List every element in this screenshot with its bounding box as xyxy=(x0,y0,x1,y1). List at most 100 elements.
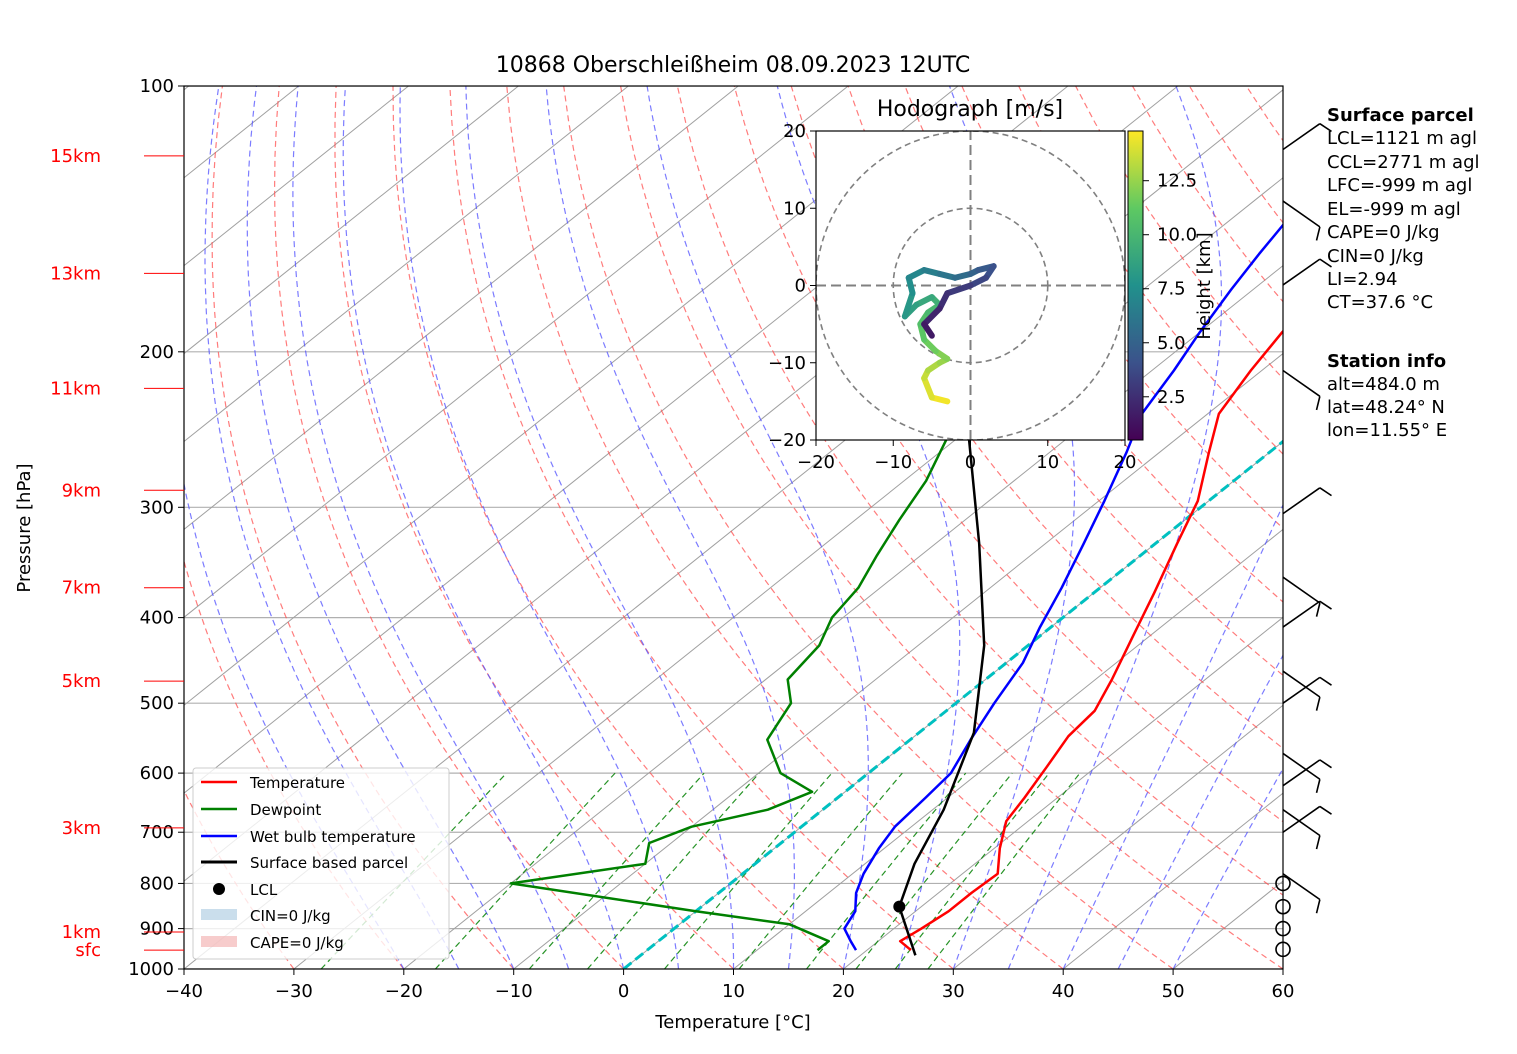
dry-adiabat xyxy=(273,86,625,969)
wind-barbs xyxy=(1275,122,1332,958)
calm-wind-circle xyxy=(1275,898,1291,915)
hodograph-ticks: −20−20 −10 −10 0 0 10 10 20 20 xyxy=(768,121,1136,473)
mixing-ratio-line xyxy=(806,772,967,969)
legend-entry: CAPE=0 J/kg xyxy=(250,934,344,952)
wind-barb-staff xyxy=(1282,873,1321,901)
height-tick-label: 15km xyxy=(50,146,101,167)
wind-barb-flag xyxy=(1315,899,1321,914)
x-axis-ticks: −40 −30 −20 −10 0 10 20 30 40 50 60 xyxy=(165,969,1294,1002)
moist-adiabat xyxy=(246,86,515,969)
wind-barb-staff xyxy=(1282,759,1321,787)
wind-barb-staff xyxy=(1282,487,1321,515)
surface-parcel-line: CIN=0 J/kg xyxy=(1327,246,1424,267)
legend-entry: Dewpoint xyxy=(250,801,321,819)
colorbar-tick-label: 2.5 xyxy=(1157,387,1186,408)
y-axis-ticks: 100 200 300 400 500 600 700 800 900 1000 xyxy=(128,76,184,980)
hodograph-y-tick-label: 20 xyxy=(783,121,806,142)
legend-entry: CIN=0 J/kg xyxy=(250,907,331,925)
wind-barb-staff xyxy=(1282,600,1321,628)
y-tick-label: 200 xyxy=(140,342,174,363)
x-tick-label: −20 xyxy=(385,981,423,1002)
colorbar-ticks: 2.5 5.0 7.5 10.0 12.5 xyxy=(1143,171,1197,408)
mixing-ratio-line xyxy=(320,772,508,969)
y-tick-label: 700 xyxy=(140,822,174,843)
calm-wind-circle xyxy=(1275,941,1291,958)
wind-barb-staff xyxy=(1282,676,1321,704)
dry-adiabat xyxy=(449,86,954,969)
hodograph: Hodograph [m/s] −20−20 −10 −10 0 0 10 10 20 20 2… xyxy=(768,97,1215,473)
wind-barb-flag xyxy=(1319,759,1332,769)
x-tick-label: 30 xyxy=(942,981,965,1002)
wind-barb-flag xyxy=(1315,696,1321,711)
wind-barb-flag xyxy=(1315,602,1321,617)
wind-barb-flag xyxy=(1319,805,1332,815)
legend: Temperature Dewpoint Wet bulb temperatur… xyxy=(192,767,450,960)
x-tick-label: 0 xyxy=(618,981,629,1002)
hodograph-trace-segment xyxy=(921,321,935,339)
y-tick-label: 1000 xyxy=(128,959,174,980)
dry-adiabat xyxy=(961,86,1283,530)
mixing-ratio-line xyxy=(738,772,903,969)
wind-barb-flag xyxy=(1319,258,1332,268)
wind-barb-staff xyxy=(1282,809,1321,837)
wind-barb-flag xyxy=(1319,122,1332,133)
wind-barb-flag xyxy=(1315,835,1321,850)
wind-barb-staff xyxy=(1282,123,1321,151)
hodograph-trace-segment xyxy=(901,290,916,320)
isotherm-line xyxy=(293,177,1283,969)
wind-barb-staff xyxy=(1282,752,1321,780)
height-tick-label: 5km xyxy=(62,671,101,692)
moist-adiabat xyxy=(1062,503,1283,969)
wind-barb-flag xyxy=(1315,396,1321,411)
legend-entry: Surface based parcel xyxy=(250,854,408,872)
height-tick-label: 11km xyxy=(50,378,101,399)
isotherm-line xyxy=(184,86,409,267)
station-info-panel: Station info alt=484.0 m lat=48.24° N lo… xyxy=(1327,351,1447,441)
surface-parcel-line: CAPE=0 J/kg xyxy=(1327,222,1440,243)
isotherm-line xyxy=(1062,792,1283,969)
series-wet-bulb-temperatureline xyxy=(843,223,1283,951)
isotherm-line xyxy=(843,616,1283,969)
hodograph-y-tick-label: 10 xyxy=(783,198,806,219)
dry-adiabat xyxy=(1018,86,1283,455)
wind-barb-flag xyxy=(1315,779,1321,794)
moist-adiabat xyxy=(948,86,1076,969)
dry-adiabat xyxy=(392,86,844,969)
series-temperatureline xyxy=(898,329,1283,952)
station-info-heading: Station info xyxy=(1327,351,1446,372)
surface-parcel-line: LCL=1121 m agl xyxy=(1327,128,1477,149)
hodograph-x-tick-label: 20 xyxy=(1114,452,1137,473)
wind-barb-staff xyxy=(1282,805,1321,833)
y-tick-label: 400 xyxy=(140,608,174,629)
calm-wind-circle xyxy=(1275,920,1291,937)
dry-adiabat xyxy=(563,86,1174,969)
wind-barb-staff xyxy=(1282,258,1321,286)
height-tick-label: 7km xyxy=(62,578,101,599)
legend-swatch-cin xyxy=(201,909,237,920)
x-tick-label: −10 xyxy=(495,981,533,1002)
calm-wind-circle xyxy=(1275,875,1291,892)
x-tick-label: 10 xyxy=(722,981,745,1002)
wind-barb-staff xyxy=(1282,200,1321,228)
y-tick-label: 500 xyxy=(140,693,174,714)
height-tick-label: 1km xyxy=(62,922,101,943)
colorbar-tick-label: 5.0 xyxy=(1157,333,1186,354)
x-tick-label: −30 xyxy=(275,981,313,1002)
wind-barb-staff xyxy=(1282,576,1321,604)
dry-adiabat xyxy=(211,86,515,969)
legend-box xyxy=(192,767,450,960)
colorbar-tick-label: 12.5 xyxy=(1157,171,1197,192)
x-tick-label: 60 xyxy=(1272,981,1295,1002)
legend-entry: LCL xyxy=(250,881,278,899)
y-tick-label: 300 xyxy=(140,497,174,518)
legend-swatch-cape xyxy=(201,936,237,947)
chart-title: 10868 Oberschleißheim 08.09.2023 12UTC xyxy=(496,53,971,78)
height-tick-label: 13km xyxy=(50,263,101,284)
y-tick-label: 800 xyxy=(140,873,174,894)
mixing-ratio-line xyxy=(528,772,705,969)
station-info-line: lat=48.24° N xyxy=(1327,397,1445,418)
wind-barb-flag xyxy=(1319,487,1332,497)
hodograph-trace-segment xyxy=(944,282,974,297)
moist-adiabat xyxy=(465,86,735,969)
